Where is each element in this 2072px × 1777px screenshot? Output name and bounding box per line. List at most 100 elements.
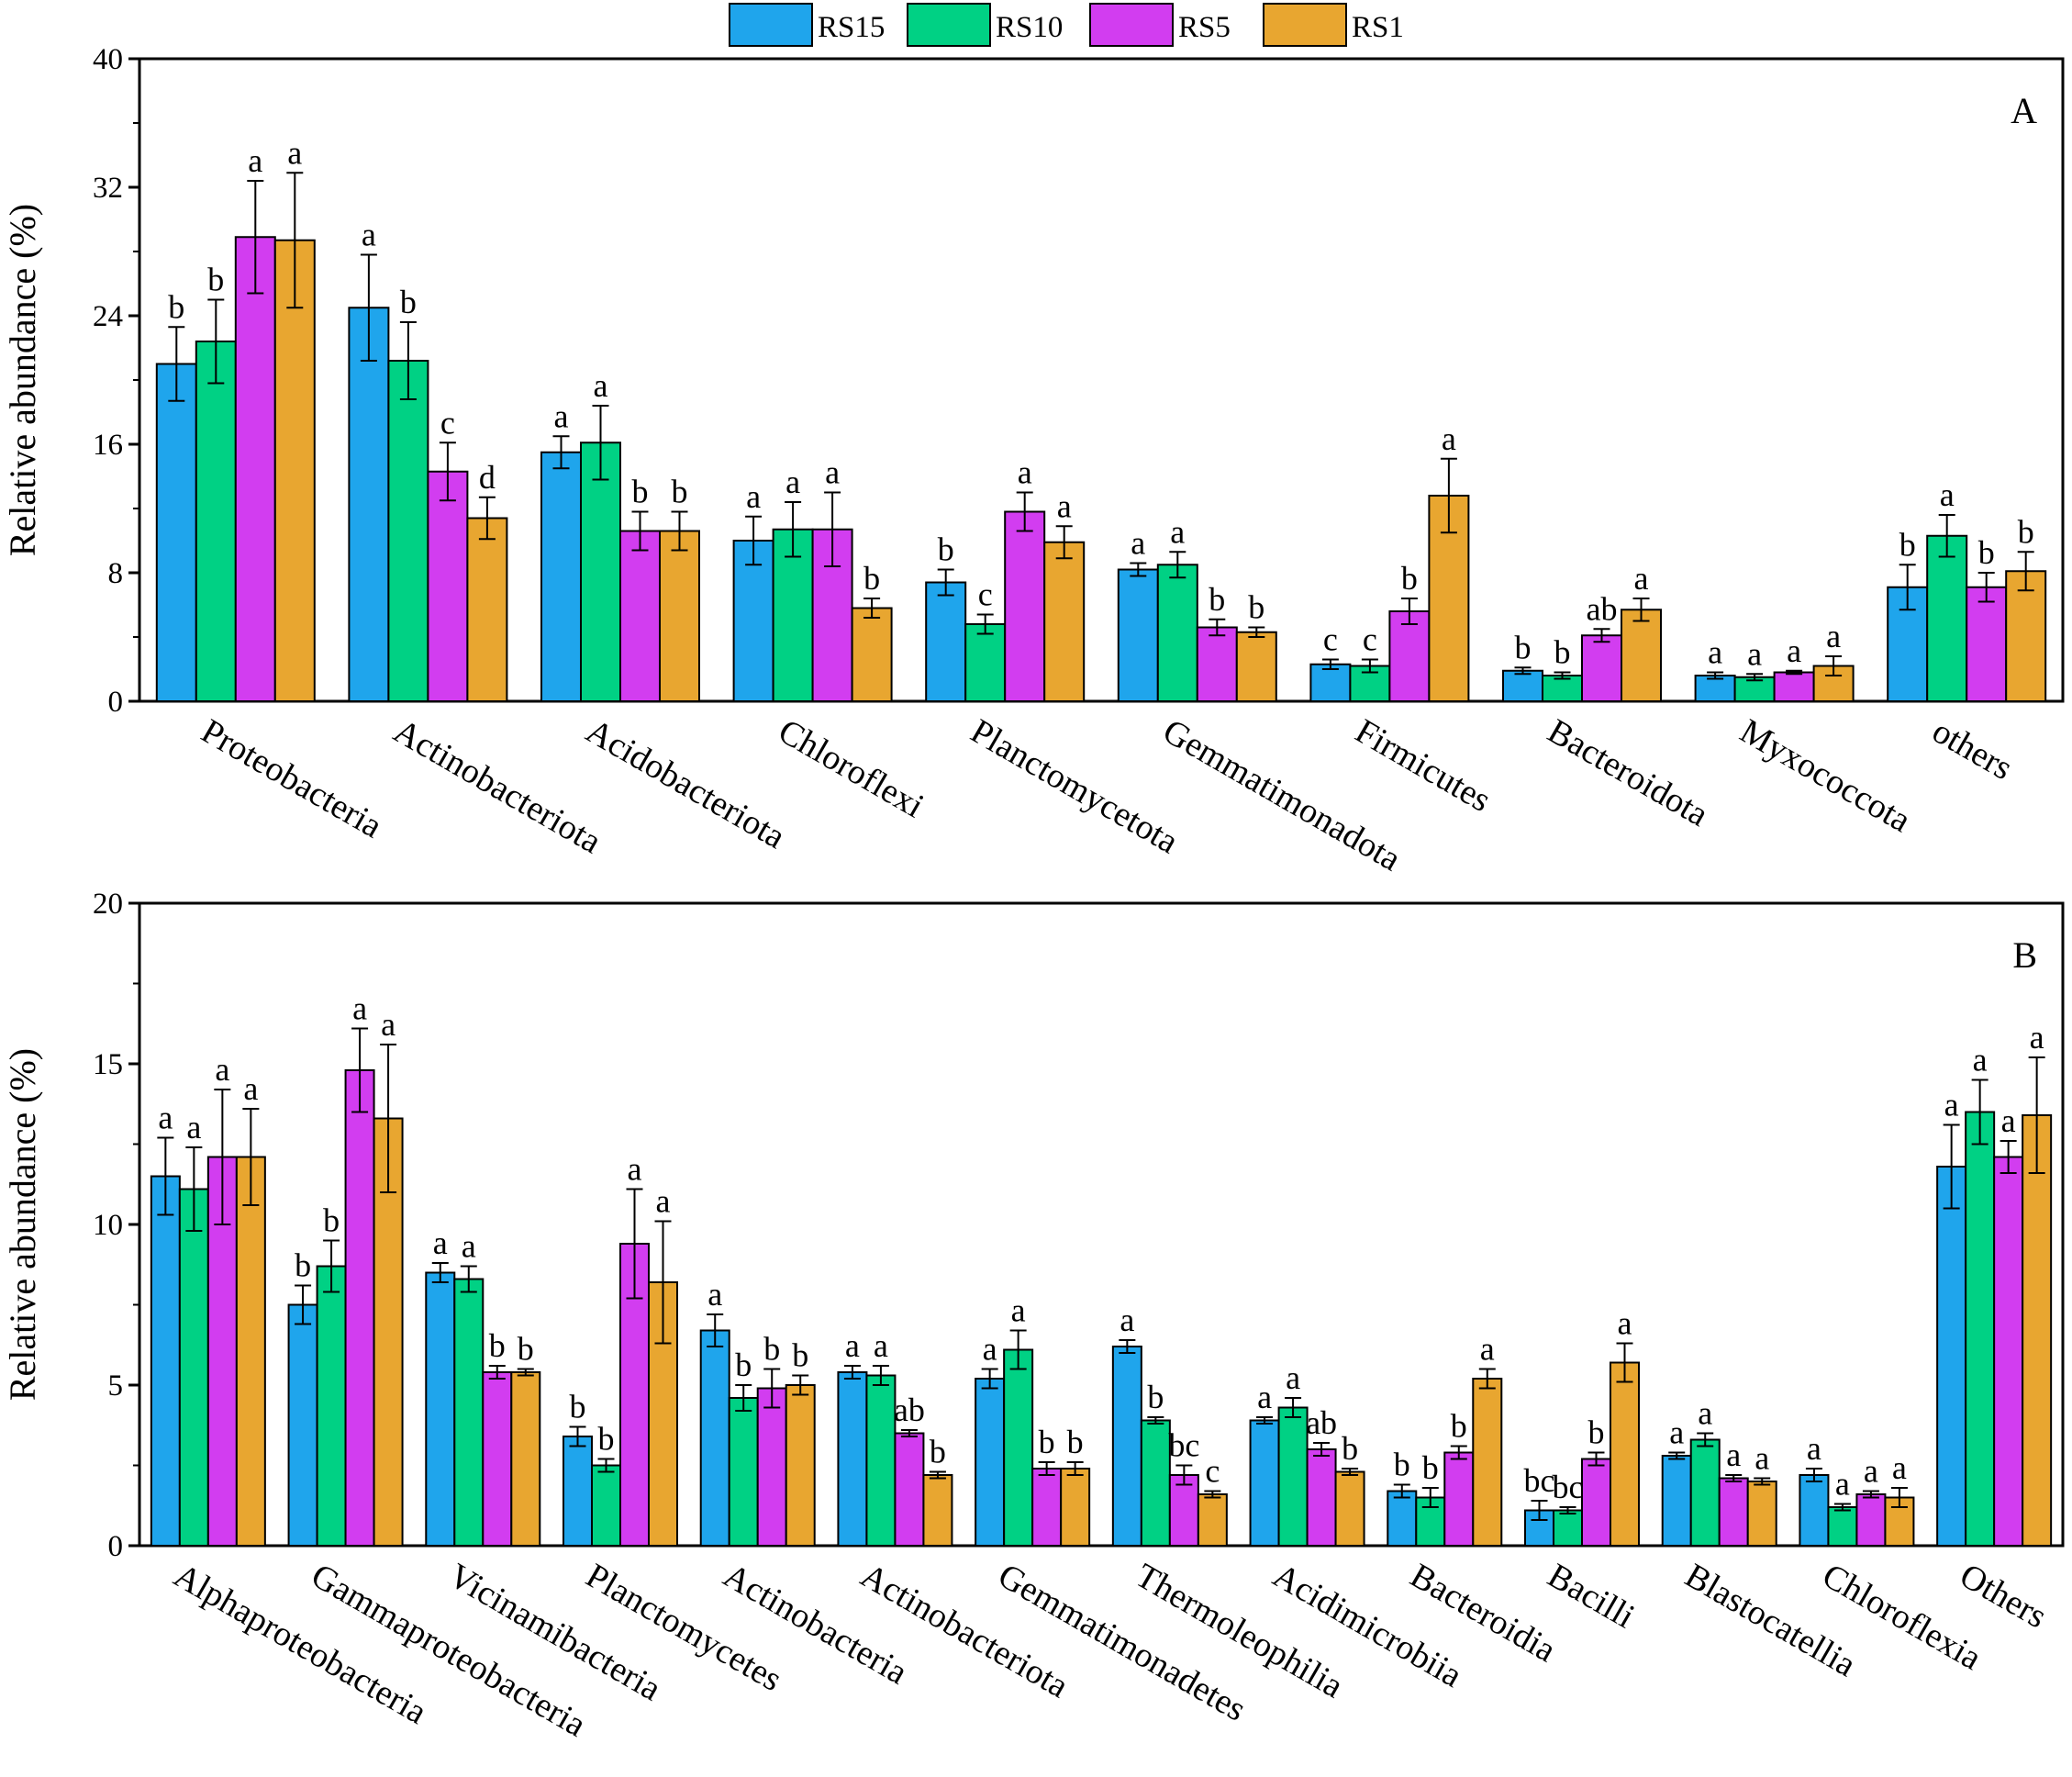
bar-rs10 — [1003, 1348, 1034, 1547]
x-tick-label: Myxococcota — [1733, 711, 1917, 840]
bar-rs1 — [273, 239, 316, 702]
significance-letter: b — [1039, 1424, 1055, 1460]
significance-letter: b — [1209, 581, 1225, 618]
bar-rs5 — [1168, 1474, 1199, 1547]
bar-rs10 — [1965, 1111, 1996, 1547]
bar-rs10 — [178, 1188, 209, 1547]
significance-letter: bc — [1553, 1469, 1584, 1505]
significance-letter: a — [1698, 1395, 1712, 1432]
x-tick-label: Planctomycetota — [964, 711, 1185, 861]
x-tick-label: others — [1926, 711, 2019, 788]
bar-rs1 — [1621, 609, 1662, 702]
bar-rs5 — [1004, 510, 1046, 702]
bar-rs5 — [1196, 626, 1238, 702]
significance-letter: b — [400, 284, 417, 320]
legend-item-rs15: RS15 — [729, 3, 885, 47]
significance-letter: a — [628, 1151, 642, 1188]
bar-rs1 — [1472, 1378, 1503, 1547]
significance-letter: a — [554, 397, 569, 434]
significance-letter: ab — [894, 1391, 925, 1428]
significance-letter: b — [1394, 1447, 1410, 1483]
bar-rs5 — [1718, 1477, 1749, 1547]
significance-letter: b — [1147, 1379, 1164, 1415]
significance-letter: b — [598, 1421, 615, 1458]
significance-letter: b — [1588, 1414, 1605, 1451]
bar-rs15 — [1661, 1455, 1692, 1547]
legend-label: RS15 — [818, 11, 885, 44]
significance-letter: b — [2018, 513, 2034, 550]
bar-rs1 — [1610, 1361, 1640, 1547]
bar-rs15 — [925, 581, 967, 702]
y-tick-label: 10 — [93, 1209, 123, 1242]
significance-letter: a — [243, 1070, 258, 1107]
bar-rs15 — [348, 307, 390, 702]
legend-label: RS1 — [1352, 11, 1404, 44]
bar-rs1 — [1043, 541, 1086, 702]
bar-rs10 — [865, 1374, 897, 1547]
significance-letter: a — [2001, 1102, 2016, 1139]
bar-rs5 — [1773, 671, 1815, 702]
bar-rs5 — [427, 470, 469, 702]
significance-letter: c — [1205, 1453, 1220, 1490]
significance-letter: b — [1899, 526, 1916, 563]
significance-letter: a — [2030, 1019, 2044, 1056]
significance-letter: a — [1057, 487, 1072, 524]
significance-letter: a — [1940, 476, 1955, 513]
significance-letter: a — [1807, 1430, 1821, 1467]
bar-rs10 — [964, 623, 1007, 702]
significance-letter: a — [215, 1051, 229, 1088]
significance-letter: a — [1131, 525, 1145, 562]
significance-letter: b — [1554, 634, 1571, 671]
significance-letter: a — [1726, 1436, 1741, 1473]
significance-letter: ab — [1587, 590, 1618, 627]
legend-label: RS5 — [1178, 11, 1231, 44]
bar-rs15 — [425, 1271, 456, 1547]
significance-letter: a — [1170, 513, 1185, 550]
bar-rs5 — [1581, 634, 1622, 702]
significance-letter: a — [707, 1276, 722, 1313]
significance-letter: a — [186, 1109, 201, 1146]
bar-rs5 — [234, 236, 276, 702]
y-tick-label: 0 — [108, 686, 124, 719]
significance-letter: a — [248, 142, 262, 179]
legend-swatch — [907, 3, 991, 47]
bar-rs10 — [1140, 1419, 1171, 1547]
significance-letter: b — [518, 1331, 534, 1368]
significance-letter: b — [632, 474, 649, 510]
bar-rs10 — [1827, 1506, 1858, 1547]
bar-rs15 — [1249, 1419, 1280, 1547]
bar-rs5 — [1966, 586, 2008, 702]
bar-rs5 — [894, 1432, 925, 1547]
legend-label: RS10 — [996, 11, 1063, 44]
bar-rs1 — [1197, 1493, 1228, 1547]
significance-letter: a — [656, 1183, 671, 1220]
y-tick-label: 24 — [93, 300, 123, 333]
y-tick-label: 40 — [93, 43, 123, 76]
legend-item-rs1: RS1 — [1263, 3, 1404, 47]
y-axis: 0 8 16 24 32 40 — [93, 43, 139, 719]
bar-rs15 — [1117, 568, 1159, 702]
y-axis: 0 5 10 15 20 — [93, 888, 139, 1563]
bar-rs5 — [482, 1371, 513, 1547]
significance-letter: a — [1826, 618, 1841, 654]
bar-rs10 — [1156, 564, 1198, 702]
bar-rs15 — [1111, 1346, 1142, 1547]
bar-rs1 — [1334, 1470, 1365, 1547]
significance-letter: a — [874, 1327, 888, 1364]
significance-letter: a — [1286, 1359, 1300, 1396]
significance-letter: b — [489, 1327, 506, 1364]
significance-letter: a — [1442, 420, 1456, 457]
bar-rs15 — [540, 451, 582, 702]
legend-item-rs5: RS5 — [1089, 3, 1231, 47]
significance-letter: b — [323, 1202, 340, 1239]
significance-letter: b — [207, 262, 224, 298]
bar-rs1 — [2022, 1114, 2053, 1547]
significance-letter: b — [1342, 1430, 1358, 1467]
bar-rs15 — [837, 1371, 868, 1547]
significance-letter: a — [1747, 635, 1762, 672]
